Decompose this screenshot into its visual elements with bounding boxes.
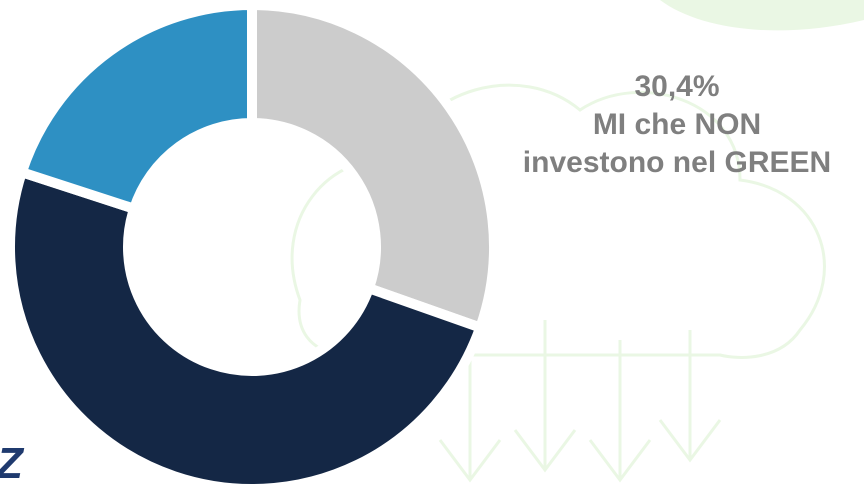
- annotation-line-2: investono nel GREEN: [522, 146, 832, 179]
- donut-slice-2: [5, 165, 487, 489]
- leaf-shape: [660, 0, 864, 31]
- annotation-line-1: MI che NON: [592, 108, 762, 141]
- arrow-down-icon: [588, 340, 652, 483]
- corner-glyph: Z: [0, 442, 23, 486]
- donut-slice-3: [15, 0, 257, 215]
- slice-annotation: 30,4% MI che NON investono nel GREEN: [490, 68, 864, 182]
- arrow-down-icon: [513, 320, 577, 473]
- arrow-down-icon: [438, 360, 502, 483]
- arrow-down-icon: [658, 330, 722, 463]
- annotation-value: 30,4%: [634, 70, 720, 103]
- donut-slice-1: [247, 0, 499, 334]
